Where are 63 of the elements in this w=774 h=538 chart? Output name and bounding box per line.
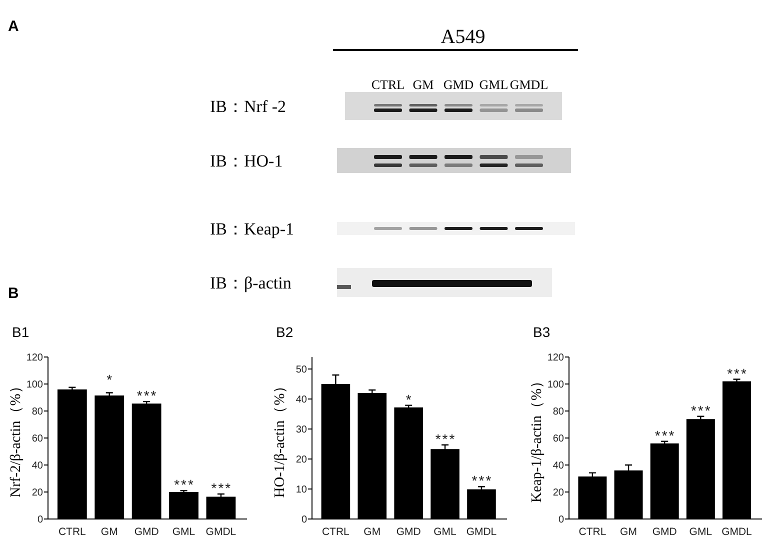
category-label: GML [479,77,508,92]
chart-title: B1 [12,324,30,340]
y-tick-label: 0 [301,514,308,526]
text: IB：Nrf -2 [210,97,286,116]
x-tick-label: GM [364,526,381,538]
annotation: * [106,371,114,388]
annotation: *** [654,427,676,444]
y-tick-label: 40 [552,460,564,472]
y-tick-label: 50 [296,364,308,376]
text: A [8,18,19,35]
x-tick-label: GMD [652,526,678,538]
x-tick-label: CTRL [322,526,350,538]
annotation: * [406,391,413,408]
text: IB：HO-1 [210,152,283,170]
category-label: CTRL [371,77,405,92]
annotation: *** [136,388,158,404]
x-tick-label: GML [434,526,457,538]
x-tick-label: CTRL [578,526,606,538]
chart-title: B3 [533,324,550,340]
y-axis-title: Keap-1/β-actin（%） [529,373,545,503]
x-tick-label: CTRL [58,526,86,538]
category-label: GM [412,77,434,92]
text: IB：Keap-1 [210,220,294,238]
y-tick-label: 0 [558,514,564,526]
chart-title: B2 [276,324,294,340]
category-label: GMDL [510,77,548,92]
annotation: *** [174,476,195,493]
y-tick-label: 40 [296,394,308,406]
y-tick-label: 20 [552,488,564,499]
text: IB：β-actin [210,274,292,292]
text: A549 [440,26,486,48]
x-tick-label: GM [100,526,118,538]
y-tick-label: 80 [32,406,44,418]
y-axis-title: Nrf-2/β-actin（%） [8,378,24,498]
x-tick-label: GMDL [206,526,236,538]
annotation: *** [690,402,712,418]
y-tick-label: 20 [32,488,44,499]
y-tick-label: 10 [296,484,308,496]
x-tick-label: GMD [396,526,422,538]
x-tick-label: GML [172,526,196,538]
x-tick-label: GMDL [466,526,497,538]
annotation: *** [435,430,456,447]
y-tick-label: 60 [552,434,564,445]
y-tick-label: 80 [552,406,564,418]
y-tick-label: 100 [547,380,564,391]
y-tick-label: 60 [32,434,44,445]
x-tick-label: GMD [134,526,160,538]
y-tick-label: 120 [547,352,564,364]
y-tick-label: 20 [296,454,308,466]
annotation: *** [727,365,748,382]
y-tick-label: 30 [296,424,308,436]
annotation: *** [211,480,232,496]
category-label: GMD [443,77,474,92]
x-tick-label: GMDL [722,526,752,538]
y-tick-label: 120 [26,352,44,364]
y-tick-label: 0 [37,514,44,526]
x-tick-label: GM [620,526,637,538]
y-tick-label: 100 [26,380,44,391]
y-tick-label: 40 [32,460,44,472]
x-tick-label: GML [689,526,712,538]
annotation: *** [472,472,493,489]
y-axis-title: HO-1/β-actin（%） [272,378,288,498]
text: B [8,285,19,302]
